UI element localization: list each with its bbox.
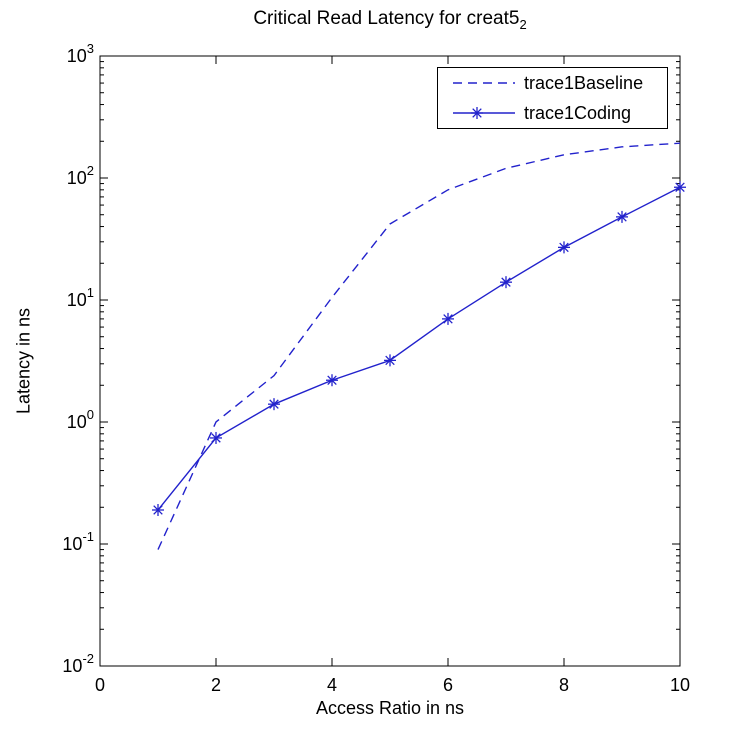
x-tick-label: 10	[670, 675, 690, 695]
dashed-line-sample-icon	[453, 82, 515, 84]
x-tick-label: 2	[211, 675, 221, 695]
legend-label-baseline: trace1Baseline	[524, 72, 644, 93]
asterisk-marker	[268, 398, 280, 411]
y-tick-label: 101	[67, 285, 94, 310]
asterisk-marker-line	[501, 277, 511, 287]
y-tick-label: 103	[67, 41, 94, 66]
asterisk-marker-line	[559, 242, 569, 253]
asterisk-marker-line	[153, 505, 163, 515]
x-axis-label: Access Ratio in ns	[315, 698, 465, 718]
legend-item-baseline: trace1Baseline	[438, 69, 667, 97]
y-axis-label: Latency in ns	[13, 307, 34, 415]
legend-item-coding: trace1Coding	[438, 99, 667, 127]
asterisk-marker	[442, 312, 454, 325]
asterisk-marker-line	[443, 314, 453, 324]
asterisk-marker-line	[675, 182, 685, 192]
legend: trace1Baseline trace1Coding	[437, 67, 668, 129]
asterisk-marker	[210, 431, 222, 444]
asterisk-marker-icon	[471, 107, 483, 119]
x-tick-label: 0	[95, 675, 105, 695]
asterisk-marker-line	[385, 355, 395, 366]
series-trace1Baseline-line	[157, 142, 681, 550]
chart-title-text: Critical Read Latency for creat5	[253, 8, 520, 29]
chart-title: Critical Read Latency for creat52	[100, 8, 680, 32]
y-tick-label: 102	[67, 163, 94, 188]
asterisk-marker	[558, 241, 570, 254]
y-tick-label: 100	[67, 407, 94, 432]
y-tick-label: 10-2	[62, 651, 94, 676]
asterisk-marker	[500, 276, 512, 289]
asterisk-marker	[616, 210, 628, 223]
asterisk-marker-line	[211, 433, 221, 443]
asterisk-marker-line	[617, 212, 627, 222]
chart-title-subscript: 2	[519, 16, 527, 32]
series-trace1Coding-line	[157, 186, 681, 511]
x-tick-label: 4	[327, 675, 337, 695]
asterisk-marker	[384, 354, 396, 367]
legend-label-coding: trace1Coding	[524, 102, 632, 123]
asterisk-marker	[152, 503, 164, 516]
axes-box	[99, 55, 681, 667]
asterisk-marker-line	[327, 375, 337, 385]
x-tick-label: 8	[559, 675, 569, 695]
asterisk-marker	[326, 374, 338, 387]
solid-line-sample-icon	[453, 107, 515, 119]
asterisk-marker	[674, 181, 686, 194]
x-tick-label: 6	[443, 675, 453, 695]
y-tick-label: 10-1	[62, 529, 94, 554]
asterisk-marker-line	[269, 399, 279, 409]
